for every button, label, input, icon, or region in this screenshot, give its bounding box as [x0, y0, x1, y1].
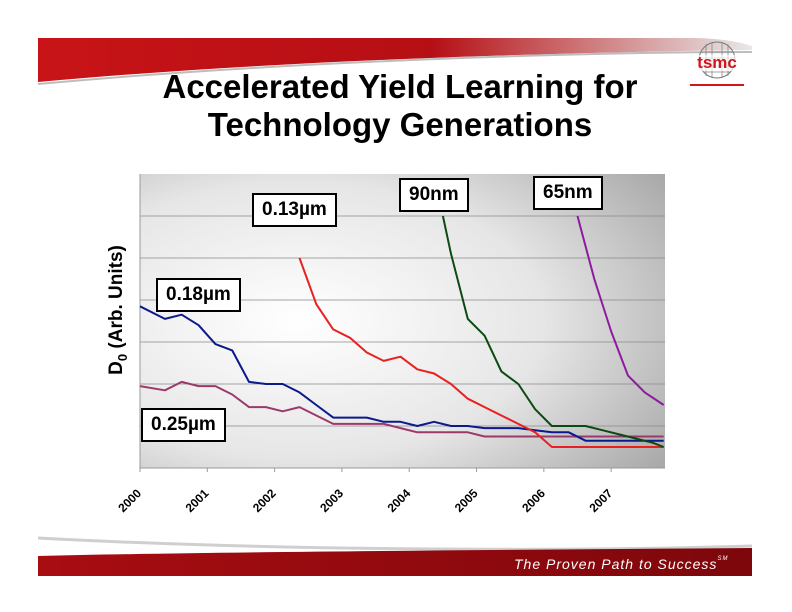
series-label-65nm: 65nm — [533, 176, 603, 210]
plot-area — [140, 174, 665, 468]
series-line-4 — [576, 215, 665, 406]
tagline-text: The Proven Path to Success — [514, 556, 718, 572]
bottom-banner — [38, 548, 752, 576]
top-banner-swoosh — [37, 51, 753, 85]
x-tick-label-2002: 2002 — [250, 486, 279, 515]
series-label-0.18um: 0.18µm — [156, 278, 241, 312]
x-tick-label-2003: 2003 — [317, 486, 346, 515]
series-line-3 — [441, 215, 665, 448]
y-axis-label-subscript: 0 — [114, 353, 130, 362]
title-line-1: Accelerated Yield Learning for — [162, 68, 638, 105]
x-tick-label-2006: 2006 — [519, 486, 548, 515]
top-banner — [38, 38, 752, 82]
x-tick-label-2007: 2007 — [586, 486, 615, 515]
x-tick-label-2000: 2000 — [115, 486, 144, 515]
title-line-2: Technology Generations — [207, 106, 593, 143]
series-line-1 — [139, 305, 664, 442]
series-label-0.13um: 0.13µm — [252, 193, 337, 227]
y-axis-label-rest: (Arb. Units) — [106, 245, 128, 354]
tagline-service-mark: SM — [717, 556, 729, 562]
y-axis-label-main: D — [106, 361, 128, 375]
series-line-0 — [139, 380, 664, 438]
y-axis-label: D0 (Arb. Units) — [106, 245, 130, 375]
bottom-swoosh — [37, 536, 753, 551]
series-line-2 — [298, 257, 664, 448]
x-tick-label-2004: 2004 — [385, 486, 414, 515]
series-label-0.25um: 0.25µm — [141, 408, 226, 442]
x-tick-label-2001: 2001 — [183, 486, 212, 515]
x-tick-label-2005: 2005 — [452, 486, 481, 515]
slide-title: Accelerated Yield Learning for Technolog… — [110, 68, 690, 144]
series-label-90nm: 90nm — [399, 178, 469, 212]
logo-text: tsmc — [697, 53, 737, 72]
tsmc-logo: tsmc — [686, 41, 748, 86]
tagline: The Proven Path to SuccessSM — [514, 556, 728, 572]
